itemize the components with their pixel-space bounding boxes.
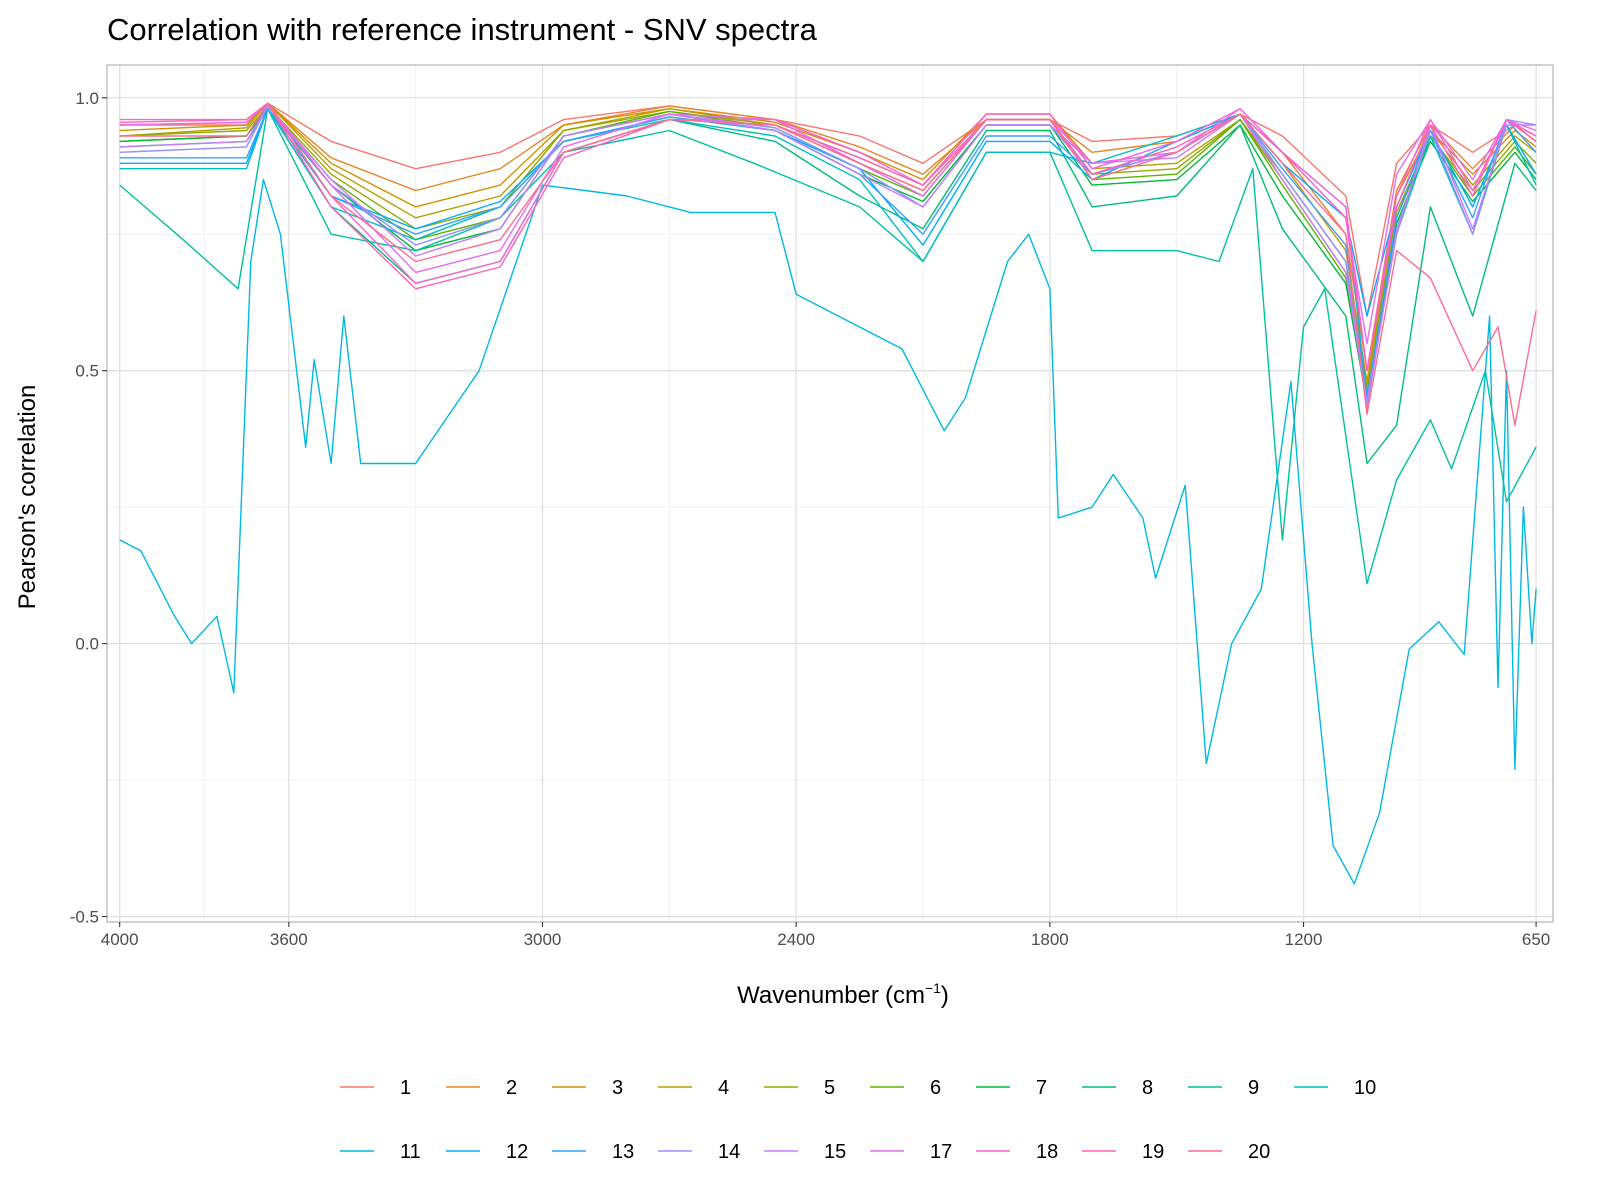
x-tick-label: 3000	[524, 930, 562, 949]
legend-label: 3	[612, 1077, 623, 1099]
y-tick-label: 0.0	[75, 635, 99, 654]
legend-item-14: 14	[658, 1141, 740, 1163]
x-axis-title: Wavenumber (cm−1)	[737, 980, 949, 1009]
x-tick-label: 3600	[270, 930, 308, 949]
series-line-20	[119, 102, 1537, 426]
legend-label: 11	[400, 1141, 421, 1163]
legend-label: 13	[612, 1141, 634, 1163]
legend-label: 10	[1354, 1077, 1376, 1099]
legend-item-8: 8	[1082, 1077, 1153, 1099]
y-axis-title: Pearson's correlation	[14, 385, 41, 610]
series-lines	[119, 102, 1537, 885]
y-tick-label: -0.5	[70, 908, 99, 927]
legend-item-20: 20	[1188, 1141, 1270, 1163]
legend-label: 18	[1036, 1141, 1058, 1163]
legend-item-6: 6	[870, 1077, 941, 1099]
legend-label: 4	[718, 1077, 729, 1099]
x-tick-label: 4000	[101, 930, 139, 949]
legend-label: 7	[1036, 1077, 1047, 1099]
x-axis-title-text: Wavenumber	[737, 982, 879, 1009]
legend-item-10: 10	[1294, 1077, 1376, 1099]
legend-item-19: 19	[1082, 1141, 1164, 1163]
legend-item-17: 17	[870, 1141, 952, 1163]
x-axis-unit-base: cm	[893, 982, 925, 1009]
legend-label: 9	[1248, 1077, 1259, 1099]
legend-label: 19	[1142, 1141, 1164, 1163]
x-axis-unit-close: )	[941, 982, 949, 1009]
legend-item-18: 18	[976, 1141, 1058, 1163]
panel-border	[106, 64, 1554, 923]
y-tick-label: 1.0	[75, 89, 99, 108]
legend-item-11: 11	[340, 1141, 421, 1163]
x-tick-label: 650	[1522, 930, 1550, 949]
legend-item-13: 13	[552, 1141, 634, 1163]
legend-item-1: 1	[340, 1077, 411, 1099]
legend-label: 1	[400, 1077, 411, 1099]
legend-label: 14	[718, 1141, 740, 1163]
legend-item-15: 15	[764, 1141, 846, 1163]
legend-label: 2	[506, 1077, 517, 1099]
legend-item-3: 3	[552, 1077, 623, 1099]
legend-item-9: 9	[1188, 1077, 1259, 1099]
legend-label: 17	[930, 1141, 952, 1163]
series-line-13	[119, 108, 1537, 399]
x-tick-label: 2400	[777, 930, 815, 949]
legend-label: 12	[506, 1141, 528, 1163]
legend-label: 20	[1248, 1141, 1270, 1163]
legend-item-2: 2	[446, 1077, 517, 1099]
x-axis: 4000 3600 3000 2400 1800 1200 650	[101, 922, 1550, 949]
legend-label: 6	[930, 1077, 941, 1099]
legend-label: 15	[824, 1141, 846, 1163]
series-line-18	[119, 102, 1537, 372]
series-line-8	[119, 108, 1537, 465]
x-axis-unit-exponent: −1	[925, 980, 941, 996]
legend-label: 8	[1142, 1077, 1153, 1099]
x-tick-label: 1800	[1031, 930, 1069, 949]
chart-title: Correlation with reference instrument - …	[107, 12, 818, 47]
legend-item-7: 7	[976, 1077, 1047, 1099]
series-line-9	[119, 108, 1537, 585]
y-axis: 1.0 0.5 0.0 -0.5	[70, 89, 107, 927]
series-line-11	[119, 178, 1537, 885]
x-axis-unit-open: (	[885, 982, 893, 1009]
legend-label: 5	[824, 1077, 835, 1099]
legend-item-4: 4	[658, 1077, 729, 1099]
y-tick-label: 0.5	[75, 362, 99, 381]
legend-item-12: 12	[446, 1141, 528, 1163]
x-tick-label: 1200	[1285, 930, 1323, 949]
grid	[107, 65, 1553, 922]
legend-item-5: 5	[764, 1077, 835, 1099]
series-line-15	[119, 105, 1537, 405]
